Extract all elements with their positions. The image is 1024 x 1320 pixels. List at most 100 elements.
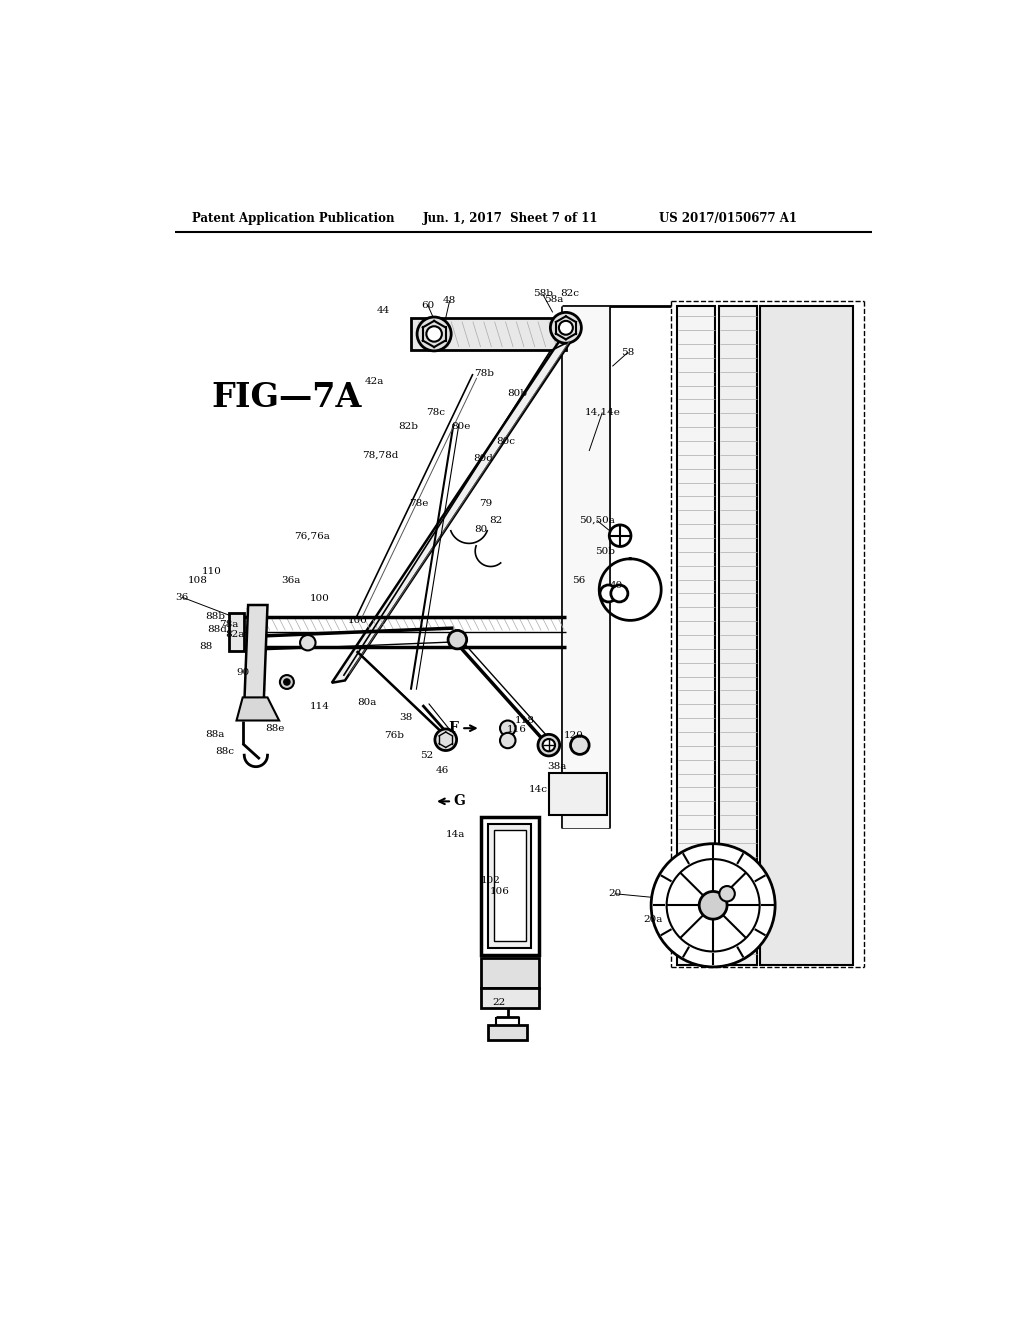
- Text: 88c: 88c: [215, 747, 234, 756]
- Polygon shape: [245, 605, 267, 705]
- Text: 56: 56: [572, 576, 586, 585]
- Text: 100: 100: [348, 616, 368, 624]
- Circle shape: [550, 313, 582, 343]
- Text: 46: 46: [435, 766, 449, 775]
- Text: 120: 120: [563, 731, 584, 741]
- Circle shape: [543, 739, 555, 751]
- Circle shape: [426, 326, 442, 342]
- Text: G: G: [454, 795, 466, 808]
- Circle shape: [284, 678, 290, 685]
- Circle shape: [417, 317, 452, 351]
- Bar: [562, 306, 608, 829]
- Circle shape: [609, 525, 631, 546]
- Text: 88a: 88a: [205, 730, 224, 739]
- Circle shape: [449, 631, 467, 649]
- Text: 78,78d: 78,78d: [361, 450, 398, 459]
- Bar: [761, 306, 853, 965]
- Bar: [480, 989, 539, 1007]
- Text: 82: 82: [489, 516, 503, 525]
- Polygon shape: [332, 337, 573, 682]
- Text: 36a: 36a: [281, 576, 300, 585]
- Text: 14a: 14a: [445, 830, 465, 840]
- Text: Patent Application Publication: Patent Application Publication: [191, 213, 394, 224]
- Text: 20: 20: [608, 890, 622, 898]
- Bar: [411, 318, 566, 350]
- Text: 114: 114: [310, 702, 330, 711]
- Text: 20a: 20a: [644, 915, 664, 924]
- Text: 78b: 78b: [474, 370, 495, 379]
- Text: 36: 36: [176, 593, 188, 602]
- Text: US 2017/0150677 A1: US 2017/0150677 A1: [658, 213, 797, 224]
- Circle shape: [559, 321, 572, 335]
- Text: 80c: 80c: [497, 437, 516, 446]
- Text: 50b: 50b: [595, 546, 614, 556]
- Text: 82b: 82b: [398, 422, 419, 430]
- Bar: [488, 1024, 527, 1040]
- Bar: [480, 958, 539, 989]
- Text: 116: 116: [507, 725, 527, 734]
- Bar: [677, 306, 716, 965]
- Text: F: F: [449, 721, 459, 735]
- Text: 80b: 80b: [507, 389, 527, 397]
- Bar: [494, 830, 526, 941]
- Text: 78c: 78c: [426, 408, 445, 417]
- Circle shape: [280, 675, 294, 689]
- Text: 100: 100: [310, 594, 330, 603]
- Text: 76b: 76b: [384, 731, 403, 741]
- Text: Jun. 1, 2017  Sheet 7 of 11: Jun. 1, 2017 Sheet 7 of 11: [423, 213, 598, 224]
- Circle shape: [699, 891, 727, 919]
- Text: 78e: 78e: [409, 499, 428, 508]
- Text: 50,50a: 50,50a: [579, 516, 614, 525]
- Text: 118: 118: [515, 715, 535, 725]
- Text: 80: 80: [474, 525, 487, 535]
- Text: 108: 108: [187, 576, 208, 585]
- Text: 14c: 14c: [529, 785, 548, 795]
- Circle shape: [435, 729, 457, 751]
- Circle shape: [719, 886, 735, 902]
- Bar: [228, 612, 245, 651]
- Text: 102: 102: [480, 876, 501, 886]
- Text: 80e: 80e: [452, 422, 471, 430]
- Bar: [719, 306, 758, 965]
- Text: 60: 60: [421, 301, 434, 310]
- Text: 80d: 80d: [473, 454, 493, 463]
- Circle shape: [667, 859, 760, 952]
- Circle shape: [300, 635, 315, 651]
- Bar: [549, 774, 607, 816]
- Text: 38: 38: [398, 713, 412, 722]
- Text: 42a: 42a: [365, 378, 384, 387]
- Text: 76,76a: 76,76a: [295, 531, 331, 540]
- Text: 58: 58: [622, 348, 635, 356]
- Text: 80a: 80a: [357, 697, 377, 706]
- Text: 44: 44: [377, 306, 390, 315]
- Circle shape: [600, 585, 617, 602]
- Text: 106: 106: [490, 887, 510, 896]
- Text: 58a: 58a: [544, 294, 563, 304]
- Text: 52: 52: [420, 751, 433, 759]
- Text: 90: 90: [237, 668, 249, 677]
- Text: 79: 79: [479, 499, 493, 508]
- Text: 48: 48: [443, 297, 457, 305]
- Circle shape: [500, 733, 515, 748]
- Circle shape: [651, 843, 775, 968]
- Text: FIG—7A: FIG—7A: [212, 380, 362, 413]
- Text: 38a: 38a: [547, 762, 566, 771]
- Circle shape: [570, 737, 589, 755]
- Text: 14,14e: 14,14e: [585, 408, 621, 417]
- Circle shape: [538, 734, 560, 756]
- Text: 58b: 58b: [532, 289, 553, 298]
- Text: 88b: 88b: [205, 612, 225, 620]
- Circle shape: [611, 585, 628, 602]
- Text: 88d: 88d: [207, 626, 227, 634]
- Text: 82a: 82a: [225, 630, 245, 639]
- Text: 22: 22: [492, 998, 505, 1007]
- Text: 88: 88: [199, 642, 212, 651]
- Text: 40: 40: [609, 581, 623, 590]
- Bar: [488, 825, 531, 948]
- Bar: [480, 817, 539, 956]
- Text: 88e: 88e: [265, 723, 285, 733]
- Text: 110: 110: [202, 566, 221, 576]
- Text: 82c: 82c: [560, 289, 580, 298]
- Polygon shape: [237, 697, 280, 721]
- Circle shape: [500, 721, 515, 737]
